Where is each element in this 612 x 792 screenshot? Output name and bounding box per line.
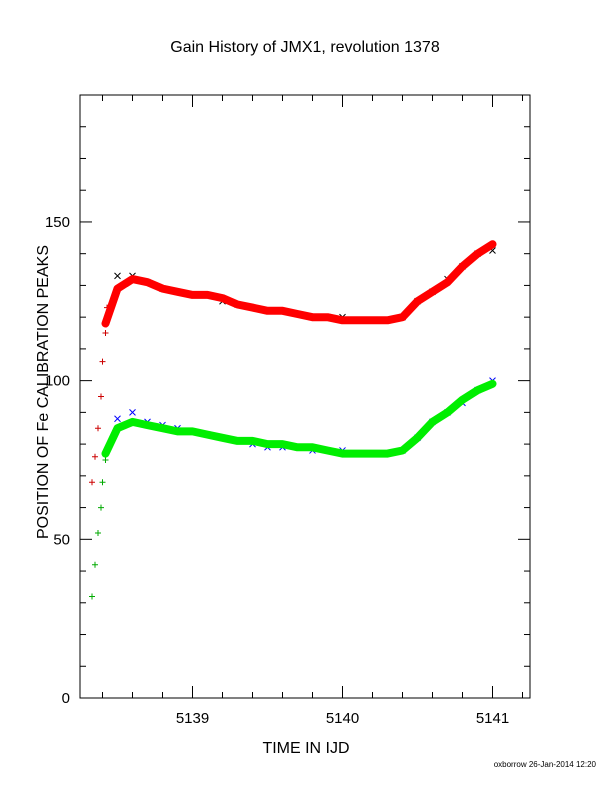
lower-peak-early-point [102,456,109,463]
upper-peak-early-point [89,479,95,486]
x-tick-label: 5139 [176,710,209,727]
data-series [89,240,497,600]
upper-peak-early-point [98,393,104,400]
lower-peak-early-point [99,479,106,486]
x-axis-label: TIME IN IJD [262,740,349,757]
lower-peak-measurements-point [129,409,136,416]
footer-credit: oxborrow 26-Jan-2014 12:20 [494,760,597,769]
lower-peak-fit-series [101,379,497,458]
upper-peak-early-point [92,453,98,460]
upper-peak-early-point [102,330,109,337]
lower-peak-early-point [92,561,98,568]
upper-peak-early-point [99,358,106,365]
lower-peak-early-series [89,456,109,600]
upper-peak-fit-line [101,240,497,328]
lower-peak-early-point [95,529,101,536]
y-tick-label: 50 [53,531,70,548]
chart-title: Gain History of JMX1, revolution 1378 [170,39,440,56]
y-tick-label: 150 [45,214,70,231]
lower-peak-fit-line [101,379,497,458]
lower-peak-early-point [89,593,95,600]
upper-peak-measurements-point [114,272,121,280]
upper-peak-fit-series [101,240,497,328]
lower-peak-early-point [98,504,104,511]
upper-peak-early-point [95,425,101,432]
upper-peak-early-series [89,304,110,486]
y-axis-label: POSITION OF Fe CALIBRATION PEAKS [35,245,52,539]
x-tick-label: 5141 [476,710,509,727]
plot-frame [79,94,531,699]
axis-ticks: 0 50 100 150 5139 5140 5141 [45,94,530,727]
lower-peak-measurements-point [114,415,121,423]
y-tick-label: 100 [45,373,70,390]
y-tick-label: 0 [62,690,70,707]
x-tick-label: 5140 [326,710,359,727]
